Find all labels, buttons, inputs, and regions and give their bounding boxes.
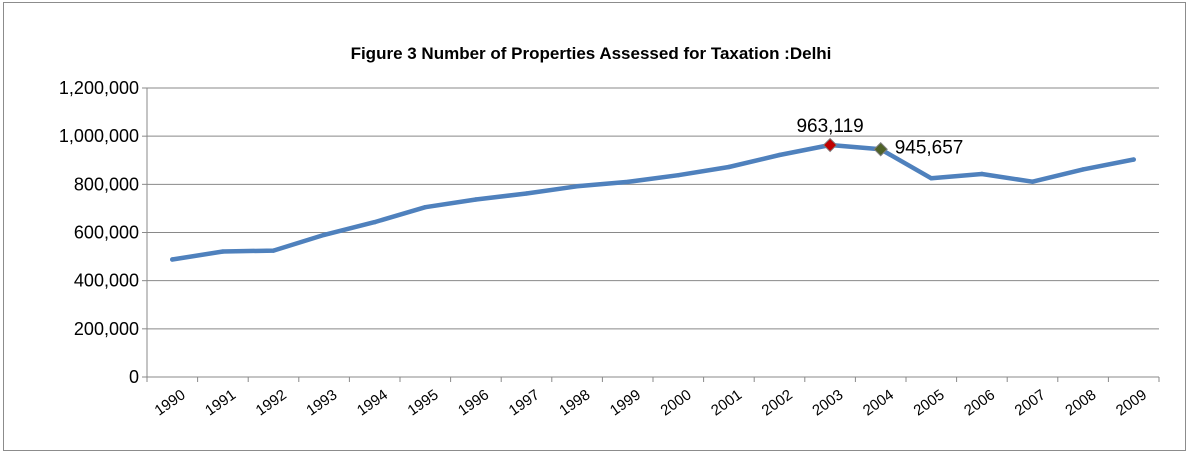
x-tick-label: 1997 — [506, 386, 543, 419]
series — [170, 142, 1136, 262]
y-tick-label: 1,000,000 — [59, 126, 139, 146]
x-tick-label: 1992 — [253, 386, 290, 419]
x-tick-label: 2008 — [1062, 386, 1099, 419]
x-axis-ticks: 1990 1991 1992 1993 1994 1995 1996 1997 1998 1999… — [152, 386, 1150, 419]
x-tick-label: 1998 — [556, 386, 593, 419]
x-tick-label: 2003 — [809, 386, 846, 419]
x-tick-label: 1990 — [152, 386, 189, 419]
x-tick-label: 2001 — [708, 386, 745, 419]
data-point — [1030, 179, 1035, 184]
x-tick-label: 1996 — [455, 386, 492, 419]
axes — [142, 87, 1160, 382]
chart-title: Figure 3 Number of Properties Assessed f… — [351, 44, 832, 63]
y-tick-label: 200,000 — [74, 319, 139, 339]
highlight-marker — [822, 137, 838, 153]
data-label: 945,657 — [895, 137, 964, 158]
y-tick-label: 1,200,000 — [59, 78, 139, 98]
y-tick-label: 800,000 — [74, 174, 139, 194]
data-point — [726, 164, 732, 170]
x-tick-label: 2004 — [860, 386, 897, 419]
x-tick-label: 1994 — [354, 386, 391, 419]
data-point — [524, 191, 529, 196]
x-tick-label: 2006 — [961, 386, 998, 419]
x-tick-label: 2009 — [1113, 386, 1150, 419]
x-tick-label: 1993 — [303, 386, 340, 419]
x-tick-label: 1995 — [405, 386, 442, 419]
data-point — [777, 152, 782, 158]
data-point — [574, 184, 580, 189]
gridlines — [147, 87, 1159, 330]
data-point — [1080, 167, 1086, 172]
x-tick-label: 1999 — [607, 386, 644, 419]
data-point — [625, 179, 630, 185]
x-tick-label: 2000 — [658, 386, 695, 419]
data-point — [372, 219, 377, 225]
y-tick-label: 600,000 — [74, 223, 139, 243]
x-tick-label: 2005 — [911, 386, 948, 419]
data-label: 963,119 — [796, 116, 863, 137]
y-tick-label: 0 — [129, 367, 139, 387]
x-tick-label: 2002 — [759, 386, 796, 419]
data-point — [929, 176, 934, 181]
chart-container: Figure 3 Number of Properties Assessed f… — [3, 2, 1186, 451]
y-axis-ticks: 0 200,000 400,000 600,000 800,000 1,000,000 1,… — [59, 78, 139, 387]
data-point — [220, 249, 226, 254]
data-point — [473, 197, 479, 202]
data-point — [170, 257, 175, 262]
data-point — [979, 171, 985, 177]
data-point — [321, 232, 327, 238]
data-point — [676, 172, 681, 178]
highlight-marker — [873, 142, 888, 157]
data-point — [423, 205, 428, 210]
series-line — [170, 142, 1136, 262]
y-tick-label: 400,000 — [74, 271, 139, 291]
line-chart: Figure 3 Number of Properties Assessed f… — [59, 44, 1160, 419]
x-tick-label: 1991 — [202, 386, 239, 419]
highlight-markers: 963,119 945,657 — [796, 116, 963, 158]
data-point — [1131, 157, 1136, 162]
data-point — [271, 248, 276, 253]
x-tick-label: 2007 — [1012, 386, 1049, 419]
